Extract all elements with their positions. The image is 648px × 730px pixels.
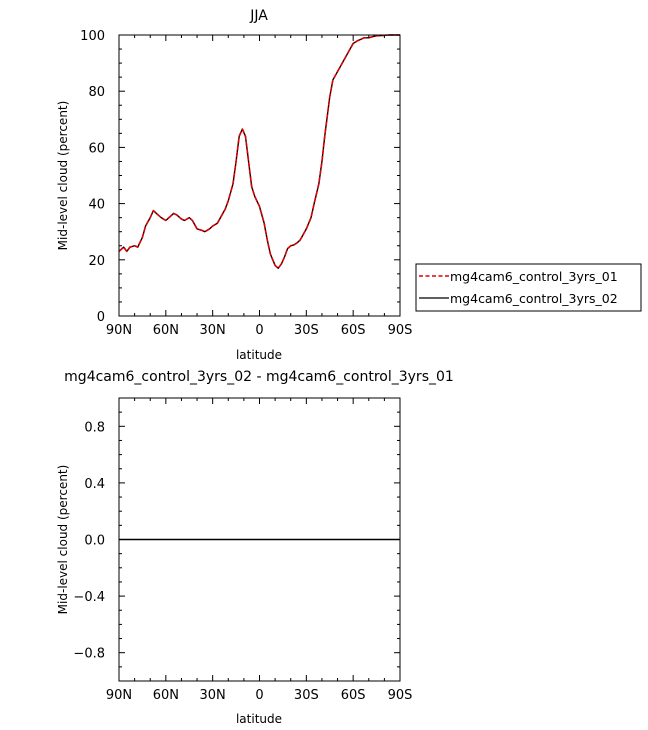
legend-label-series-02: mg4cam6_control_3yrs_02 xyxy=(450,291,618,306)
bottom-x-tick-label: 0 xyxy=(255,688,263,703)
top-y-axis-label: Mid-level cloud (percent) xyxy=(56,101,70,251)
bottom-panel: mg4cam6_control_3yrs_02 - mg4cam6_contro… xyxy=(56,369,454,726)
top-y-tick-label: 20 xyxy=(88,254,105,269)
bottom-x-axis-label: latitude xyxy=(236,712,282,726)
top-plot-frame xyxy=(119,35,400,316)
top-ticks: 90N 60N 30N 0 30S 60S 90S 0 20 40 60 80 100 xyxy=(80,29,412,338)
top-y-tick-label: 60 xyxy=(88,141,105,156)
bottom-y-tick-label: 0.8 xyxy=(84,420,105,435)
top-y-tick-label: 0 xyxy=(97,310,105,325)
top-plot-lines xyxy=(119,35,400,268)
bottom-x-tick-label: 90N xyxy=(106,688,132,703)
bottom-y-tick-label: −0.8 xyxy=(73,647,105,662)
top-x-tick-label: 60N xyxy=(153,323,179,338)
top-y-tick-label: 80 xyxy=(88,85,105,100)
top-x-tick-label: 30S xyxy=(294,323,319,338)
bottom-x-tick-label: 30S xyxy=(294,688,319,703)
bottom-y-tick-label: 0.0 xyxy=(84,534,105,549)
top-x-tick-label: 30N xyxy=(200,323,226,338)
top-y-tick-label: 40 xyxy=(88,198,105,213)
top-x-axis-label: latitude xyxy=(236,348,282,362)
bottom-y-tick-label: −0.4 xyxy=(73,590,105,605)
legend: mg4cam6_control_3yrs_01 mg4cam6_control_… xyxy=(416,264,641,311)
top-series-line-1 xyxy=(119,35,400,268)
bottom-y-tick-label: 0.4 xyxy=(84,477,105,492)
bottom-chart-title: mg4cam6_control_3yrs_02 - mg4cam6_contro… xyxy=(64,369,454,385)
top-y-tick-label: 100 xyxy=(80,29,105,44)
top-x-tick-label: 0 xyxy=(255,323,263,338)
bottom-y-axis-label: Mid-level cloud (percent) xyxy=(56,465,70,615)
top-x-tick-label: 60S xyxy=(341,323,366,338)
legend-label-series-01: mg4cam6_control_3yrs_01 xyxy=(450,269,618,284)
top-chart-title: JJA xyxy=(249,8,268,24)
bottom-x-tick-label: 60S xyxy=(341,688,366,703)
bottom-x-tick-label: 60N xyxy=(153,688,179,703)
top-x-tick-label: 90N xyxy=(106,323,132,338)
bottom-x-tick-label: 90S xyxy=(388,688,413,703)
top-series-line-2 xyxy=(119,35,400,268)
top-panel: JJA 90N 60N 30N 0 30S 60S 90S 0 20 40 60 80 100 lati… xyxy=(56,8,641,362)
bottom-ticks: 90N 60N 30N 0 30S 60S 90S −0.8 −0.4 0.0 0.4 0.8 xyxy=(73,398,412,703)
top-x-tick-label: 90S xyxy=(388,323,413,338)
bottom-x-tick-label: 30N xyxy=(200,688,226,703)
